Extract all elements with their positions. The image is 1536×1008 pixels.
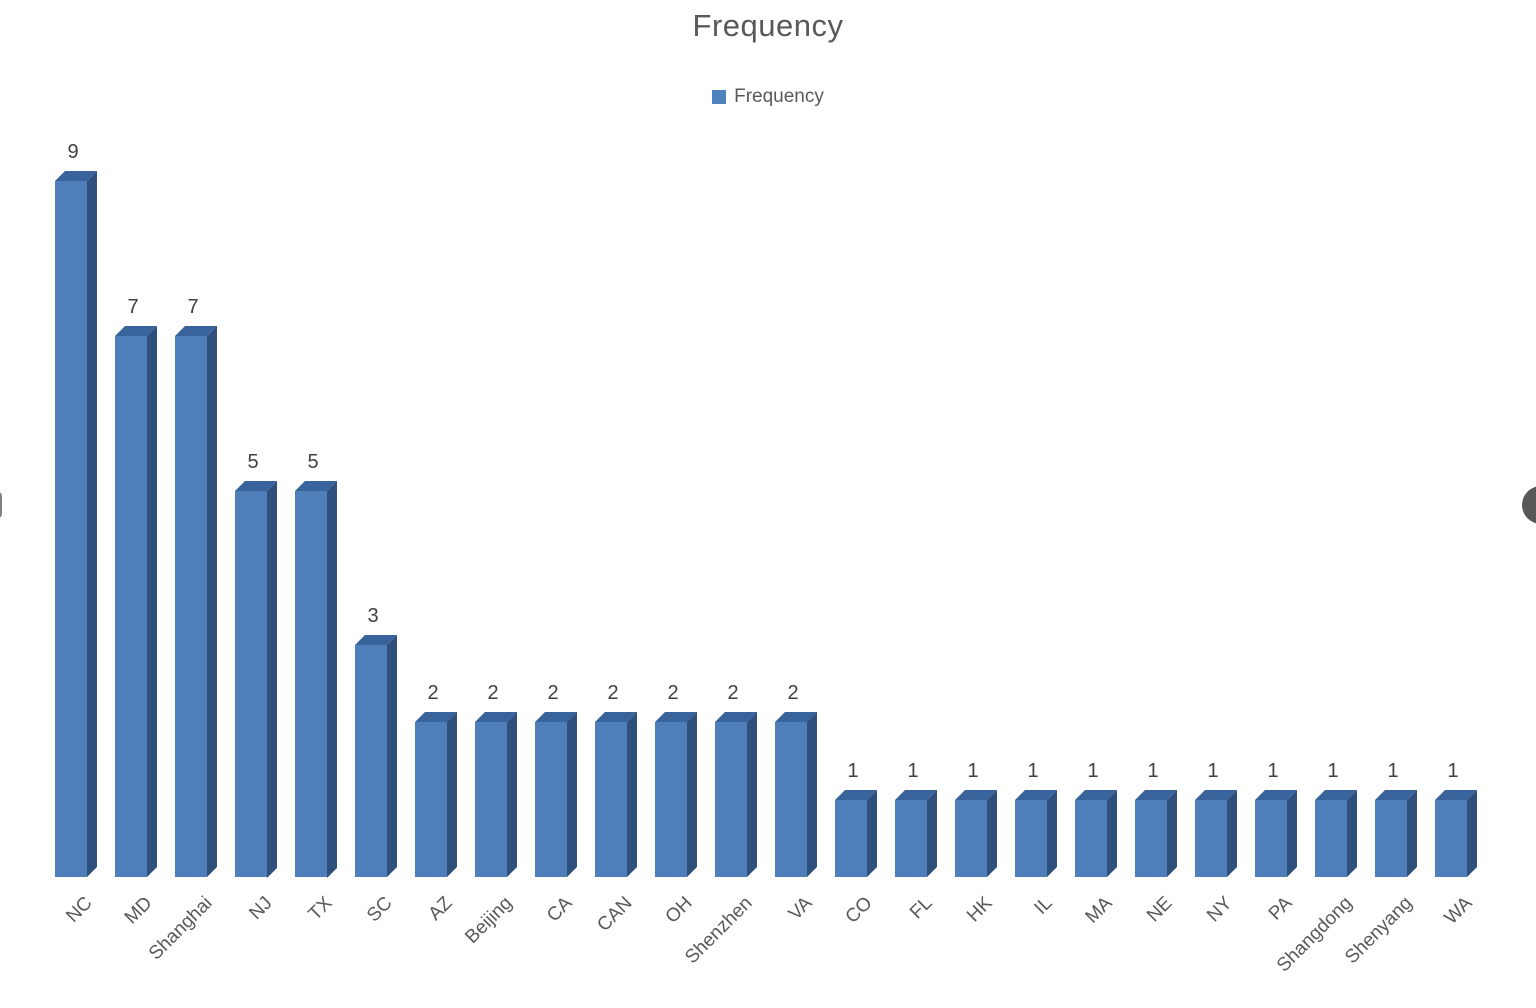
- bar-side-face: [1107, 789, 1117, 877]
- bar-side-face: [1407, 789, 1417, 877]
- bar-value-label: 1: [1327, 759, 1339, 782]
- bar-side-face: [1227, 789, 1237, 877]
- bar-value-label: 5: [307, 450, 319, 473]
- bar-side-face: [867, 789, 877, 877]
- bar-side-face: [327, 480, 337, 877]
- bar-front-face: [235, 490, 267, 877]
- bar-value-label: 2: [787, 682, 799, 705]
- bar-side-face: [987, 789, 997, 877]
- next-page-circle-icon[interactable]: [1522, 486, 1536, 524]
- bar-side-face: [387, 635, 397, 877]
- bar-side-face: [927, 789, 937, 877]
- bar-front-face: [835, 799, 867, 877]
- bar-value-label: 1: [847, 759, 859, 782]
- bar-front-face: [1315, 799, 1347, 877]
- bar-value-label: 3: [367, 605, 379, 628]
- bar-front-face: [535, 722, 567, 877]
- bar-value-label: 5: [247, 450, 259, 473]
- bar-front-face: [955, 799, 987, 877]
- legend-square-icon: [712, 90, 727, 104]
- bar-front-face: [295, 490, 327, 877]
- bar-front-face: [115, 335, 147, 877]
- bar-value-label: 1: [1147, 759, 1159, 782]
- bar-side-face: [1347, 789, 1357, 877]
- bar-value-label: 1: [1027, 759, 1039, 782]
- bar-front-face: [1075, 799, 1107, 877]
- bar-value-label: 2: [667, 682, 679, 705]
- bar-value-label: 1: [1087, 759, 1099, 782]
- bar-value-label: 2: [607, 682, 619, 705]
- bar-side-face: [267, 480, 277, 877]
- bar-value-label: 1: [1207, 759, 1219, 782]
- bar-value-label: 2: [487, 682, 499, 705]
- bar-value-label: 1: [1387, 759, 1399, 782]
- bar-side-face: [87, 171, 97, 877]
- bar-front-face: [1435, 799, 1467, 877]
- bar-side-face: [627, 712, 637, 877]
- bar-side-face: [687, 712, 697, 877]
- bar-value-label: 7: [187, 295, 199, 318]
- bar-side-face: [507, 712, 517, 877]
- bar-side-face: [1167, 789, 1177, 877]
- bar-front-face: [1375, 799, 1407, 877]
- bar-side-face: [1287, 789, 1297, 877]
- bar-side-face: [1047, 789, 1057, 877]
- bar-side-face: [207, 325, 217, 877]
- bar-value-label: 7: [127, 295, 139, 318]
- prev-page-circle-icon[interactable]: [0, 492, 2, 518]
- bar-value-label: 1: [1447, 759, 1459, 782]
- bar-front-face: [715, 722, 747, 877]
- bar-front-face: [1015, 799, 1047, 877]
- legend: Frequency: [0, 86, 1536, 108]
- bar-front-face: [895, 799, 927, 877]
- bar-front-face: [655, 722, 687, 877]
- bar-front-face: [415, 722, 447, 877]
- bar-front-face: [1255, 799, 1287, 877]
- bar-front-face: [595, 722, 627, 877]
- bar-value-label: 9: [67, 141, 79, 164]
- bar-front-face: [775, 722, 807, 877]
- bar-side-face: [447, 712, 457, 877]
- bar-value-label: 2: [727, 682, 739, 705]
- legend-label: Frequency: [734, 86, 824, 107]
- bar-front-face: [175, 335, 207, 877]
- bar-side-face: [747, 712, 757, 877]
- bar-value-label: 1: [907, 759, 919, 782]
- bar-side-face: [1467, 789, 1477, 877]
- bar-side-face: [807, 712, 817, 877]
- bar-side-face: [147, 325, 157, 877]
- bar-front-face: [1135, 799, 1167, 877]
- bar-value-label: 1: [1267, 759, 1279, 782]
- bar-front-face: [55, 181, 87, 877]
- bar-front-face: [355, 645, 387, 877]
- bar-side-face: [567, 712, 577, 877]
- bar-value-label: 1: [967, 759, 979, 782]
- chart-title: Frequency: [692, 8, 844, 43]
- bar-value-label: 2: [547, 682, 559, 705]
- bar-value-label: 2: [427, 682, 439, 705]
- bar-front-face: [475, 722, 507, 877]
- bar-front-face: [1195, 799, 1227, 877]
